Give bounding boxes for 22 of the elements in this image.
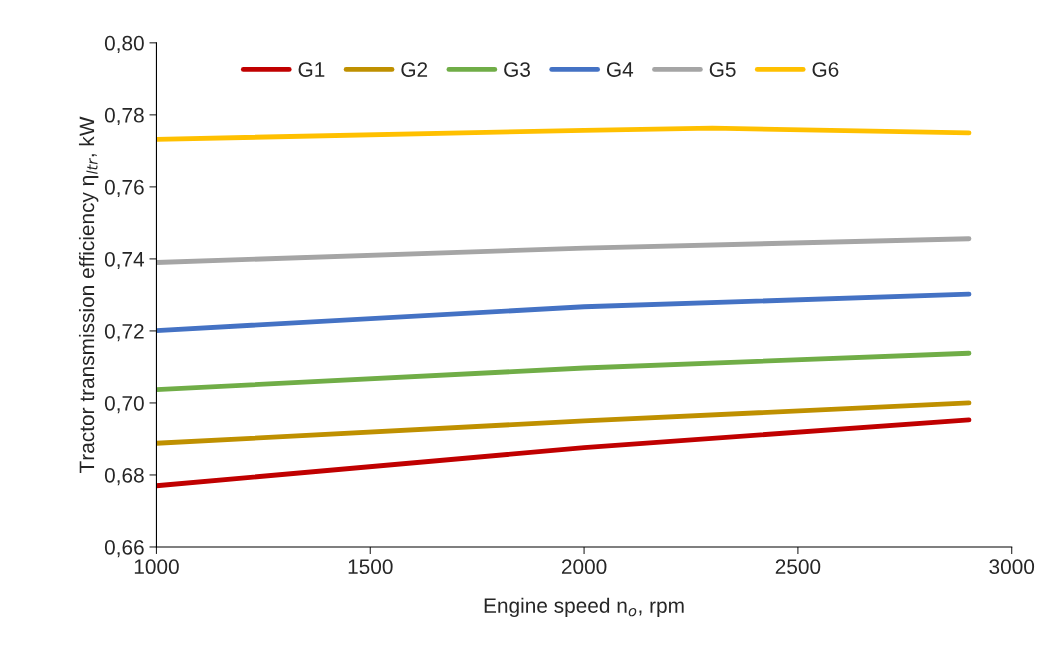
y-tick-label: 0,74 <box>104 251 145 270</box>
x-axis-title: Engine speed n$_{o}$, rpm <box>484 597 684 618</box>
x-tick-label: 1500 <box>348 559 393 575</box>
line-series <box>156 125 972 142</box>
legend-label: G5 <box>709 62 736 77</box>
x-tick-label: 1000 <box>134 559 179 575</box>
legend-label: G6 <box>812 62 839 77</box>
y-tick-label: 0,66 <box>104 539 144 558</box>
y-axis-title: Tractor transmission efficiency η$_{ltr}$, kW <box>78 116 99 473</box>
y-tick-label: 0,72 <box>104 323 144 342</box>
legend-label: G3 <box>504 62 530 77</box>
x-tick-label: 2000 <box>561 559 607 575</box>
y-tick-label: 0,78 <box>104 107 144 126</box>
x-tick-label: 3000 <box>989 559 1035 575</box>
legend-label: G4 <box>606 62 634 77</box>
legend-label: G1 <box>298 62 325 77</box>
x-tick-label: 2500 <box>775 559 821 575</box>
legend-label: G2 <box>401 62 428 77</box>
y-tick-label: 0,80 <box>104 35 144 54</box>
y-tick-label: 0,70 <box>104 395 144 414</box>
y-tick-label: 0,68 <box>104 467 144 486</box>
y-tick-label: 0,76 <box>104 179 144 198</box>
